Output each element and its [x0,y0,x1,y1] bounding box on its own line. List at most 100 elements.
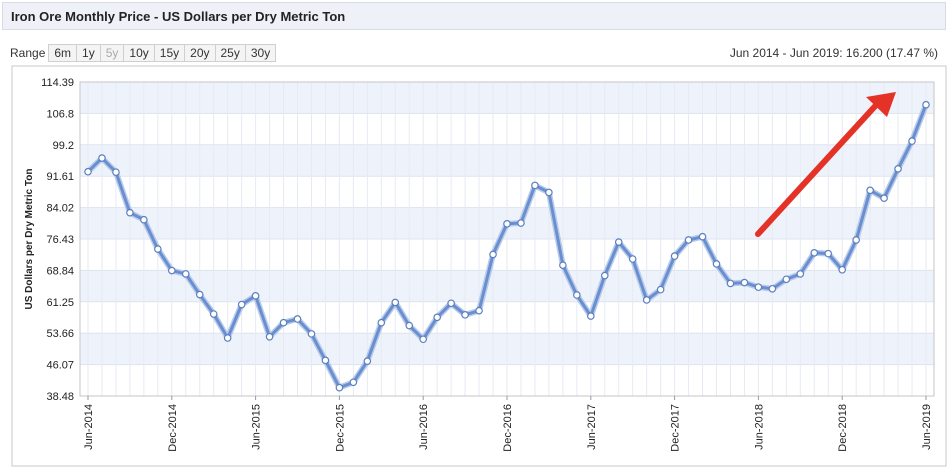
y-tick-label: 91.61 [46,171,74,183]
range-button-30y[interactable]: 30y [244,44,277,62]
data-point[interactable] [293,315,302,323]
data-point[interactable] [112,168,120,176]
data-point[interactable] [880,194,888,202]
data-point[interactable] [517,219,525,227]
x-tick-label: Jun-2016 [418,404,430,450]
range-button-10y[interactable]: 10y [123,44,155,62]
y-axis-ticks: 114.39 106.8 99.2 91.61 84.02 76.43 68.84 61.25… [41,77,74,403]
data-point[interactable] [251,292,260,300]
data-point[interactable] [754,283,763,291]
range-summary: Jun 2014 - Jun 2019: 16.200 (17.47 %) [729,46,938,60]
range-button-1y[interactable]: 1y [76,44,101,62]
data-point[interactable] [154,245,162,253]
data-point[interactable] [586,312,595,320]
data-point[interactable] [922,100,930,109]
data-point[interactable] [726,279,735,288]
y-tick-label: 114.39 [41,77,74,89]
chart-header: Iron Ore Monthly Price - US Dollars per … [2,2,946,30]
data-point[interactable] [698,232,707,241]
x-tick-label: Jun-2014 [83,404,95,450]
data-point[interactable] [140,215,148,224]
data-point[interactable] [768,284,777,293]
y-axis-label: US Dollars per Dry Metric Ton [24,169,35,310]
data-point[interactable] [321,356,330,365]
data-point[interactable] [84,167,92,176]
data-point[interactable] [461,311,469,319]
x-axis-ticks: Jun-2014 Dec-2014 Jun-2015 Dec-2015 Jun-2016… [83,396,933,452]
data-point[interactable] [279,318,288,327]
chart-title: Iron Ore Monthly Price - US Dollars per … [11,9,346,24]
data-point[interactable] [419,335,428,344]
data-point[interactable] [824,249,833,258]
data-point[interactable] [852,236,860,244]
data-point[interactable] [642,296,651,304]
data-point[interactable] [391,298,400,307]
data-point[interactable] [126,208,134,217]
y-tick-label: 38.48 [46,391,74,403]
data-point[interactable] [209,310,218,318]
y-tick-label: 46.07 [46,360,74,372]
data-point[interactable] [614,238,623,246]
data-point[interactable] [782,275,791,284]
data-point[interactable] [656,285,665,294]
data-point[interactable] [349,378,358,387]
data-point[interactable] [559,261,567,270]
range-button-5y[interactable]: 5y [99,44,125,62]
data-point[interactable] [545,188,553,197]
data-point[interactable] [838,265,847,274]
data-point[interactable] [335,383,344,392]
range-selector: Range 6m 1y 5y 10y 15y 20y 25y 30y [10,43,277,63]
data-point[interactable] [168,266,176,275]
data-point[interactable] [712,260,721,268]
data-point[interactable] [377,318,386,327]
data-point[interactable] [195,290,204,299]
range-button-15y[interactable]: 15y [153,44,186,62]
y-tick-label: 99.2 [53,140,74,152]
data-point[interactable] [363,357,372,365]
data-point[interactable] [433,313,441,322]
data-point[interactable] [475,306,483,315]
data-point[interactable] [573,291,581,299]
y-tick-label: 61.25 [46,297,74,309]
x-tick-label: Dec-2014 [167,404,179,452]
data-point[interactable] [237,300,246,309]
data-point[interactable] [265,332,274,341]
red-arrow-up-right-icon [755,92,896,237]
grid-lines [79,81,935,397]
data-point[interactable] [894,165,902,173]
data-point[interactable] [503,220,511,228]
data-point[interactable] [684,236,693,244]
data-point[interactable] [98,154,106,162]
y-tick-label: 76.43 [46,234,74,246]
data-point[interactable] [405,321,414,330]
data-point[interactable] [810,248,819,257]
x-tick-label: Dec-2015 [334,404,346,452]
x-tick-label: Jun-2018 [753,404,765,450]
data-point[interactable] [531,181,539,190]
data-point[interactable] [307,330,316,338]
range-button-20y[interactable]: 20y [184,44,216,62]
y-tick-label: 68.84 [46,265,74,277]
data-point[interactable] [908,137,916,145]
data-point[interactable] [670,252,679,260]
data-point[interactable] [447,299,455,308]
x-tick-label: Dec-2017 [670,404,682,452]
x-tick-label: Dec-2016 [502,404,514,452]
x-tick-label: Jun-2019 [921,404,933,450]
data-point[interactable] [181,270,190,278]
data-point[interactable] [740,278,749,287]
data-point[interactable] [628,255,637,263]
data-point[interactable] [223,334,232,342]
y-tick-label: 84.02 [46,203,74,215]
y-tick-label: 106.8 [46,108,74,120]
price-series [84,100,930,392]
range-label: Range [10,46,46,60]
x-tick-label: Jun-2015 [251,404,263,450]
data-point[interactable] [866,186,874,195]
y-tick-label: 53.66 [46,328,74,340]
data-point[interactable] [489,250,497,259]
x-tick-label: Dec-2018 [837,404,849,452]
data-point[interactable] [600,271,609,280]
data-point[interactable] [796,270,805,278]
